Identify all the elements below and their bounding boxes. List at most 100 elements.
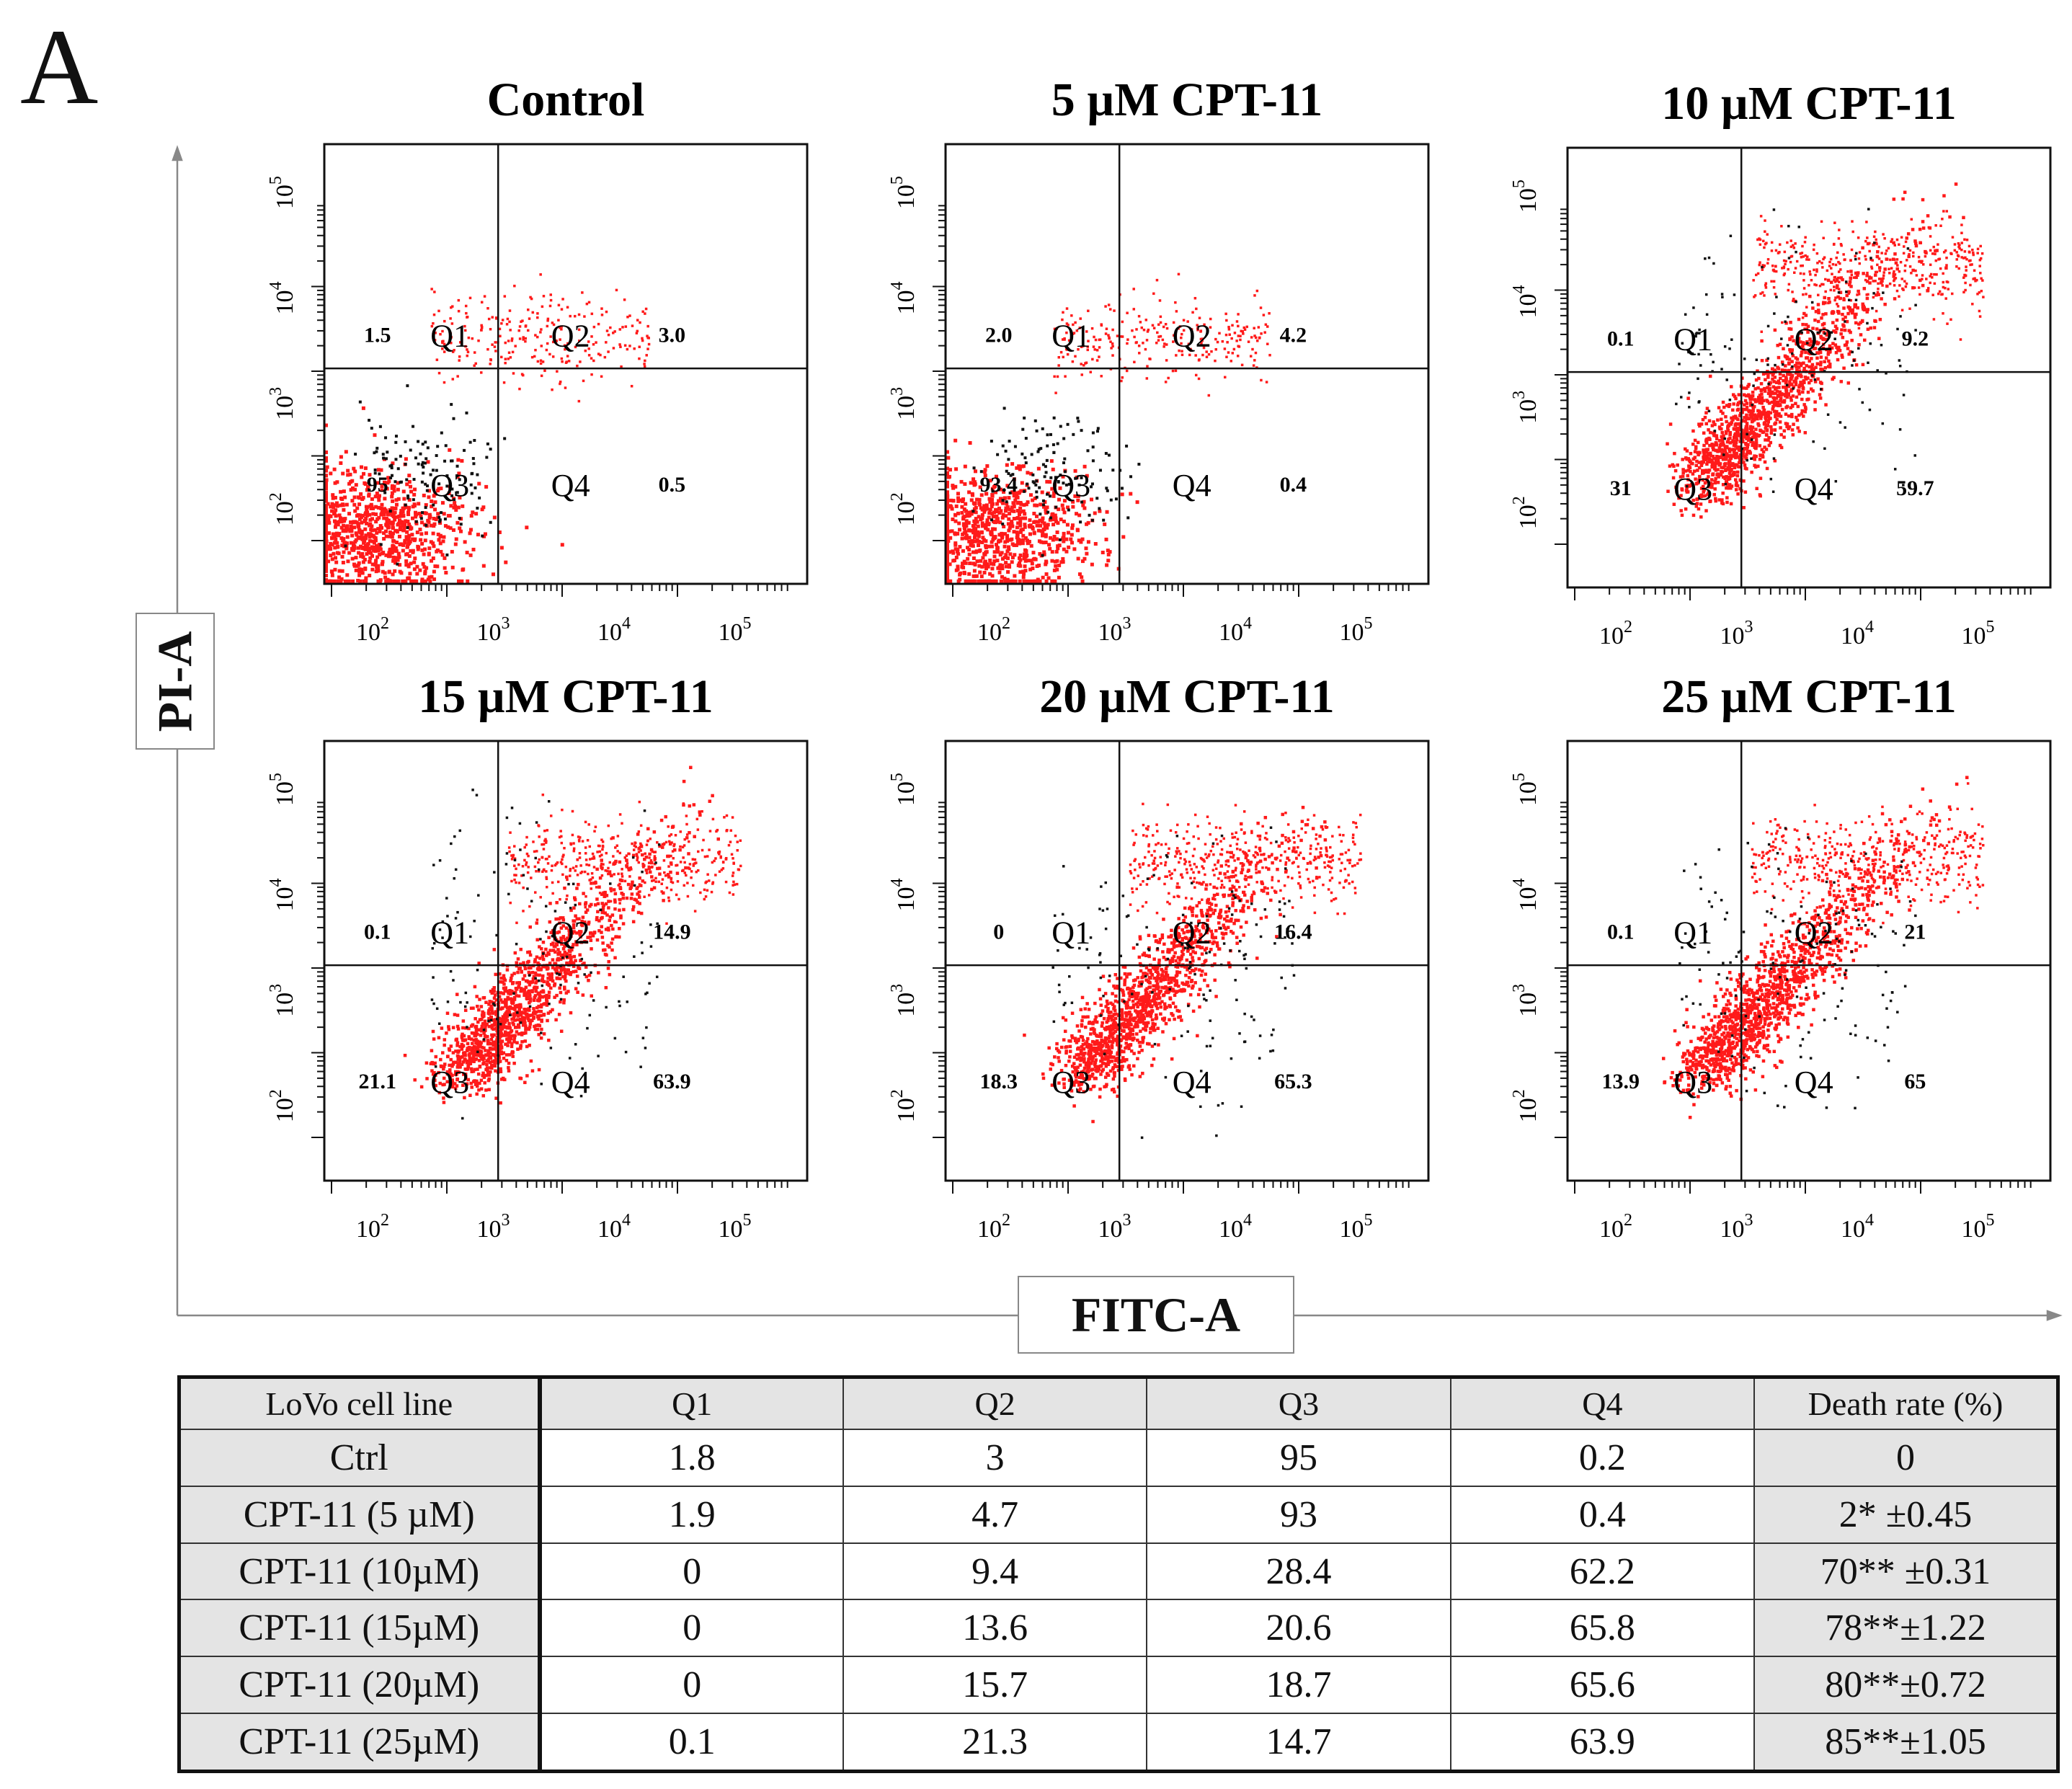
x-tick-label: 105: [1962, 1211, 1995, 1243]
table-cell: 28.4: [1146, 1542, 1451, 1601]
x-tick-label: 102: [1599, 1211, 1632, 1243]
y-tick-exponent: 2: [267, 1089, 285, 1098]
x-tick-exponent: 3: [1745, 618, 1753, 636]
quadrant-name-q4: Q4: [1173, 468, 1211, 503]
table-cell-death-rate: 85**±1.05: [1753, 1712, 2059, 1772]
y-axis-label: PI-A: [147, 631, 203, 732]
y-axis-arrowhead: [172, 145, 183, 161]
plot-title: 10 µM CPT-11: [1661, 77, 1957, 130]
x-tick-label: 105: [719, 614, 752, 646]
quadrant-value: 0.5: [659, 473, 686, 497]
x-tick-exponent: 5: [1986, 1211, 1995, 1230]
x-tick-exponent: 2: [1624, 618, 1632, 636]
y-tick-label: 102: [267, 492, 298, 525]
table-cell: 63.9: [1449, 1712, 1756, 1772]
table-cell: 62.2: [1449, 1542, 1756, 1601]
quadrant-name-q2: Q2: [1173, 319, 1211, 354]
x-tick-label: 103: [1720, 618, 1753, 649]
y-tick-label: 103: [267, 387, 298, 420]
quadrant-name-q3: Q3: [430, 468, 469, 503]
y-tick-label: 104: [888, 879, 920, 912]
table-row-label: CPT-11 (10µM): [178, 1542, 542, 1601]
x-tick-exponent: 5: [1364, 1211, 1373, 1230]
y-tick-label: 105: [1510, 179, 1542, 213]
table-row-label: Ctrl: [178, 1429, 542, 1488]
x-tick-exponent: 4: [1243, 1211, 1252, 1230]
y-tick-label: 103: [1510, 984, 1542, 1017]
x-tick-label: 105: [719, 1211, 752, 1243]
table-cell: 3: [842, 1429, 1148, 1488]
quadrant-name-q3: Q3: [1673, 471, 1712, 507]
quadrant-value: 0.1: [1607, 920, 1635, 944]
plot-frame: [944, 143, 1430, 585]
x-tick-label: 105: [1340, 1211, 1373, 1243]
quadrant-value: 59.7: [1896, 476, 1934, 500]
table-cell-death-rate: 70** ±0.31: [1753, 1542, 2059, 1601]
y-tick-exponent: 3: [267, 984, 285, 993]
y-tick-label: 102: [1510, 1089, 1542, 1122]
x-tick-label: 105: [1340, 614, 1373, 646]
quadrant-value: 1.5: [364, 324, 391, 347]
table-header-cell: Q3: [1146, 1376, 1451, 1431]
event-dots: [1661, 776, 1985, 1119]
table-row: CPT-11 (20µM) 0 15.7 18.7 65.6 80**±0.72: [178, 1656, 2059, 1714]
plot-title: 15 µM CPT-11: [418, 670, 713, 723]
y-tick-exponent: 4: [1510, 285, 1529, 294]
quadrant-name-q3: Q3: [1051, 1065, 1090, 1100]
y-tick-label: 104: [267, 282, 298, 315]
quadrant-name-q4: Q4: [1795, 471, 1833, 507]
y-tick-exponent: 4: [1510, 879, 1529, 887]
quadrant-name-q2: Q2: [1173, 915, 1211, 951]
x-tick-label: 103: [1098, 614, 1131, 646]
quadrant-value: 18.3: [979, 1070, 1018, 1093]
x-tick-label: 104: [597, 614, 631, 646]
quadrant-value: 9.2: [1902, 327, 1929, 351]
x-tick-label: 105: [1962, 618, 1995, 649]
y-tick-exponent: 5: [267, 773, 285, 781]
table-header-cell: LoVo cell line: [178, 1376, 542, 1431]
quadrant-name-q1: Q1: [1673, 322, 1712, 358]
y-tick-label: 102: [267, 1089, 298, 1122]
x-tick-label: 104: [1219, 614, 1252, 646]
quadrant-value: 65.3: [1274, 1070, 1312, 1093]
quadrant-name-q1: Q1: [1051, 319, 1090, 354]
quadrant-name-q2: Q2: [1795, 915, 1833, 951]
death-rate-table: LoVo cell line Q1 Q2 Q3 Q4 Death rate (%…: [177, 1375, 2060, 1773]
dot-plot: 10 µM CPT-11 102 102 103 103 104 104 105 105 Q1 Q2…: [1510, 77, 2052, 649]
y-tick-exponent: 5: [1510, 179, 1529, 188]
quadrant-value: 21.1: [358, 1070, 396, 1093]
panel-letter: A: [20, 7, 99, 127]
table-cell: 0.1: [538, 1712, 844, 1772]
y-tick-exponent: 5: [1510, 773, 1529, 781]
quadrant-value: 0.1: [364, 920, 391, 944]
table-cell: 21.3: [842, 1712, 1148, 1772]
x-tick-label: 104: [597, 1211, 631, 1243]
x-tick-label: 103: [1098, 1211, 1131, 1243]
table-cell: 65.6: [1449, 1656, 1756, 1714]
quadrant-name-q2: Q2: [551, 915, 590, 951]
x-tick-exponent: 3: [1123, 1211, 1131, 1230]
table-row-label: CPT-11 (15µM): [178, 1599, 542, 1658]
table-cell: 0: [538, 1542, 844, 1601]
x-tick-label: 102: [977, 614, 1010, 646]
x-axis-label: FITC-A: [1071, 1287, 1241, 1342]
x-tick-exponent: 5: [743, 1211, 752, 1230]
quadrant-value: 65: [1904, 1070, 1926, 1093]
plot-frame: [944, 740, 1430, 1182]
table-cell: 18.7: [1146, 1656, 1451, 1714]
quadrant-value: 2.0: [985, 324, 1013, 347]
table-row-label: CPT-11 (20µM): [178, 1656, 542, 1714]
quadrant-value: 63.9: [653, 1070, 691, 1093]
quadrant-value: 0.1: [1607, 327, 1635, 351]
table-header-cell: Death rate (%): [1753, 1376, 2059, 1431]
quadrant-value: 31: [1610, 476, 1632, 500]
table-cell: 1.9: [538, 1486, 844, 1544]
quadrant-name-q1: Q1: [1051, 915, 1090, 951]
x-tick-exponent: 2: [381, 614, 389, 633]
quadrant-name-q3: Q3: [1673, 1065, 1712, 1100]
table-cell: 95: [1146, 1429, 1451, 1488]
x-tick-label: 103: [1720, 1211, 1753, 1243]
table-row-label: CPT-11 (5 µM): [178, 1486, 542, 1544]
x-tick-label: 104: [1841, 1211, 1874, 1243]
